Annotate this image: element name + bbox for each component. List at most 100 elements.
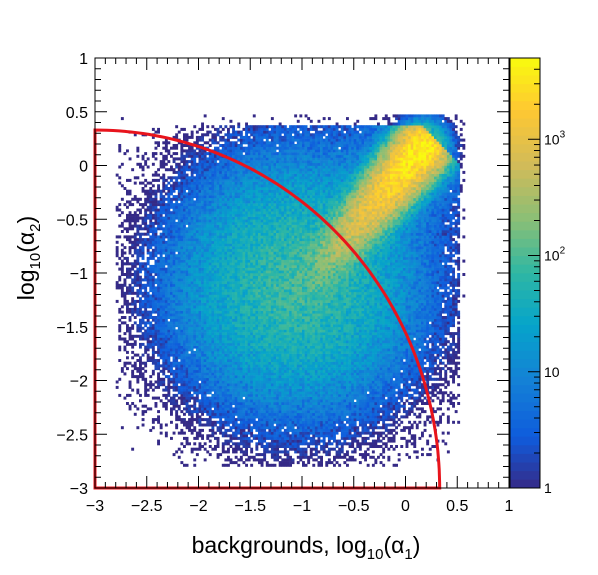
heatmap-cell [234,254,238,258]
heatmap-cell [234,178,238,182]
heatmap-cell [172,273,176,276]
heatmap-cell [232,181,235,185]
heatmap-cell [136,256,140,260]
heatmap-cell [211,324,215,328]
heatmap-cell [206,133,210,137]
heatmap-cell [167,248,171,252]
heatmap-cell [234,149,238,153]
heatmap-cell [190,283,194,287]
heatmap-cell [250,329,254,333]
heatmap-cell [185,329,189,333]
heatmap-cell [185,316,189,319]
heatmap-cell [131,203,135,207]
heatmap-cell [164,340,168,344]
heatmap-cell [247,286,251,290]
heatmap-cell [245,238,248,242]
heatmap-cell [195,221,199,225]
heatmap-cell [149,270,153,274]
heatmap-cell [185,176,189,180]
heatmap-cell [252,176,256,180]
heatmap-cell [227,278,230,282]
heatmap-cell [227,178,230,182]
heatmap-cell [120,270,124,274]
heatmap-cell [234,162,238,166]
heatmap-cell [201,211,204,215]
heatmap-cell [214,369,217,373]
heatmap-cell [141,313,145,317]
heatmap-cell [216,350,220,354]
heatmap-cell [229,407,233,411]
heatmap-cell [172,313,176,317]
heatmap-cell [195,154,199,158]
heatmap-cell [247,305,251,309]
heatmap-cell [193,251,197,255]
heatmap-cell [188,289,191,293]
heatmap-cell [208,219,212,223]
heatmap-cell [234,176,238,180]
heatmap-cell [211,211,215,215]
heatmap-cell [234,224,238,228]
heatmap-cell [227,203,230,207]
heatmap-cell [183,275,186,279]
heatmap-cell [234,326,238,330]
heatmap-cell [214,361,217,365]
heatmap-cell [139,264,142,268]
heatmap-cell [229,380,233,384]
heatmap-cell [144,291,148,295]
heatmap-cell [216,436,220,440]
heatmap-cell [133,133,137,137]
heatmap-cell [245,369,248,373]
heatmap-cell [252,423,256,427]
heatmap-cell [234,294,238,298]
heatmap-cell [141,203,145,207]
heatmap-cell [118,275,122,279]
heatmap-cell [229,227,233,231]
heatmap-cell [128,407,132,411]
heatmap-cell [180,375,184,379]
heatmap-cell [242,334,246,338]
heatmap-cell [232,256,235,260]
heatmap-cell [239,442,243,446]
heatmap-cell [120,286,124,290]
heatmap-cell [175,184,179,188]
heatmap-cell [183,203,186,207]
heatmap-cell [167,283,171,287]
heatmap-cell [232,307,235,311]
heatmap-cell [216,208,220,212]
heatmap-cell [250,393,254,397]
heatmap-cell [255,243,259,247]
heatmap-cell [255,240,259,244]
heatmap-cell [229,256,233,260]
heatmap-cell [227,350,230,354]
heatmap-cell [258,345,261,349]
heatmap-cell [208,297,212,301]
heatmap-cell [252,329,256,333]
heatmap-cell [164,305,168,309]
heatmap-cell [203,318,207,322]
heatmap-cell [252,350,256,354]
heatmap-cell [242,407,246,411]
heatmap-cell [232,310,235,314]
heatmap-cell [159,235,163,239]
heatmap-cell [190,337,194,341]
heatmap-cell [224,256,228,260]
heatmap-cell [211,216,215,220]
heatmap-cell [214,187,217,190]
heatmap-cell [198,195,202,199]
heatmap-cell [131,267,135,271]
heatmap-cell [224,318,228,322]
heatmap-cell [242,415,246,419]
heatmap-cell [242,450,246,454]
heatmap-cell [208,305,212,309]
heatmap-cell [258,402,261,405]
heatmap-cell [255,453,259,457]
heatmap-cell [123,246,127,250]
heatmap-cell [195,345,199,349]
heatmap-cell [157,380,160,384]
heatmap-cell [180,321,184,325]
heatmap-cell [247,423,251,427]
heatmap-cell [250,149,254,153]
heatmap-cell [237,181,241,185]
heatmap-cell [183,324,186,328]
heatmap-cell [224,248,228,252]
